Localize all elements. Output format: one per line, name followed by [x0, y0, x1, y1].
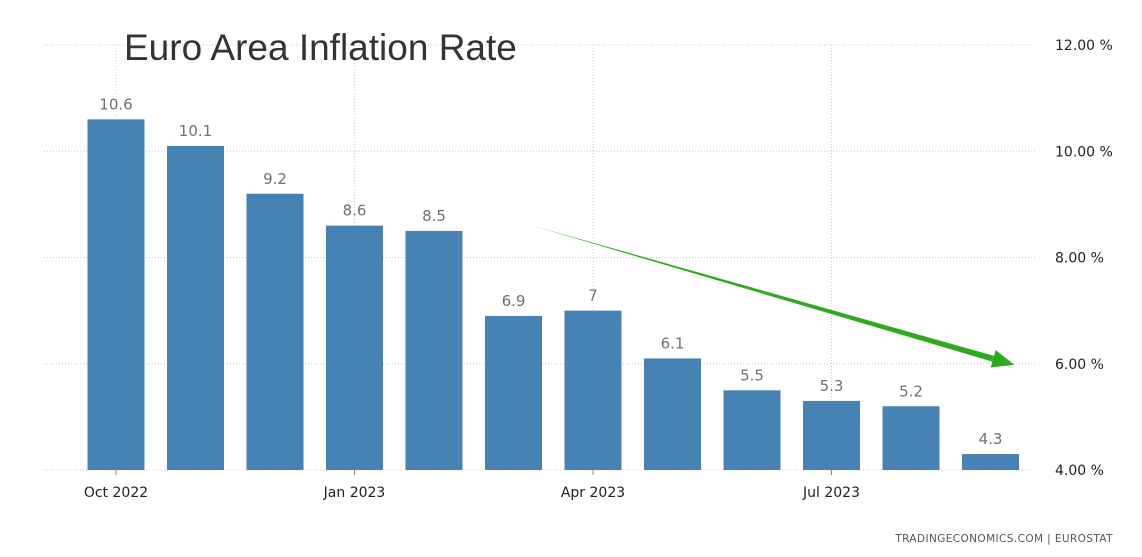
- bars: [87, 119, 1019, 470]
- bar: [485, 315, 542, 470]
- bar: [87, 119, 145, 470]
- x-tick-label: Jul 2023: [802, 485, 860, 501]
- bar-value-label: 10.1: [179, 122, 212, 140]
- trend-arrow-head: [990, 350, 1015, 368]
- bar: [246, 193, 304, 470]
- bar: [564, 310, 622, 470]
- y-tick-label: 8.00 %: [1055, 251, 1104, 267]
- bar: [803, 400, 860, 470]
- bar-value-label: 5.3: [820, 377, 844, 395]
- y-tick-label: 10.00 %: [1055, 144, 1113, 160]
- bar: [405, 230, 463, 470]
- x-tick-label: Apr 2023: [561, 485, 625, 501]
- data-labels: 10.6 10.1 9.2 8.6 8.5 6.9 7 6.1 5.5 5.3 5.2 4.3: [99, 95, 1002, 448]
- x-tick-label: Oct 2022: [84, 485, 148, 501]
- bar-value-label: 5.2: [899, 382, 923, 400]
- bar: [882, 406, 940, 470]
- y-tick-label: 12.00 %: [1055, 38, 1113, 54]
- bar-value-label: 4.3: [979, 430, 1003, 448]
- bar-value-label: 7: [588, 287, 598, 305]
- trend-arrow-shaft: [532, 225, 995, 362]
- bar-value-label: 8.5: [422, 207, 446, 225]
- bar-value-label: 9.2: [263, 170, 287, 188]
- bar: [644, 358, 701, 470]
- chart-title: Euro Area Inflation Rate: [124, 27, 517, 68]
- source-credit: TRADINGECONOMICS.COM | EUROSTAT: [894, 533, 1113, 545]
- y-axis-ticks: 4.00 % 6.00 % 8.00 % 10.00 % 12.00 %: [1055, 38, 1113, 479]
- bar-value-label: 6.9: [502, 292, 526, 310]
- bar-value-label: 6.1: [661, 334, 685, 352]
- bar-value-label: 10.6: [99, 95, 132, 113]
- bar: [962, 454, 1019, 470]
- bar: [167, 145, 224, 470]
- bar-value-label: 8.6: [343, 202, 367, 220]
- y-tick-label: 6.00 %: [1055, 357, 1104, 373]
- bar-value-label: 5.5: [740, 366, 764, 384]
- x-tick-label: Jan 2023: [323, 485, 386, 501]
- trend-arrow: [532, 225, 1015, 368]
- y-tick-label: 4.00 %: [1055, 463, 1104, 479]
- x-axis-ticks: Oct 2022 Jan 2023 Apr 2023 Jul 2023: [84, 470, 860, 501]
- bar: [723, 390, 781, 470]
- bar: [326, 225, 383, 470]
